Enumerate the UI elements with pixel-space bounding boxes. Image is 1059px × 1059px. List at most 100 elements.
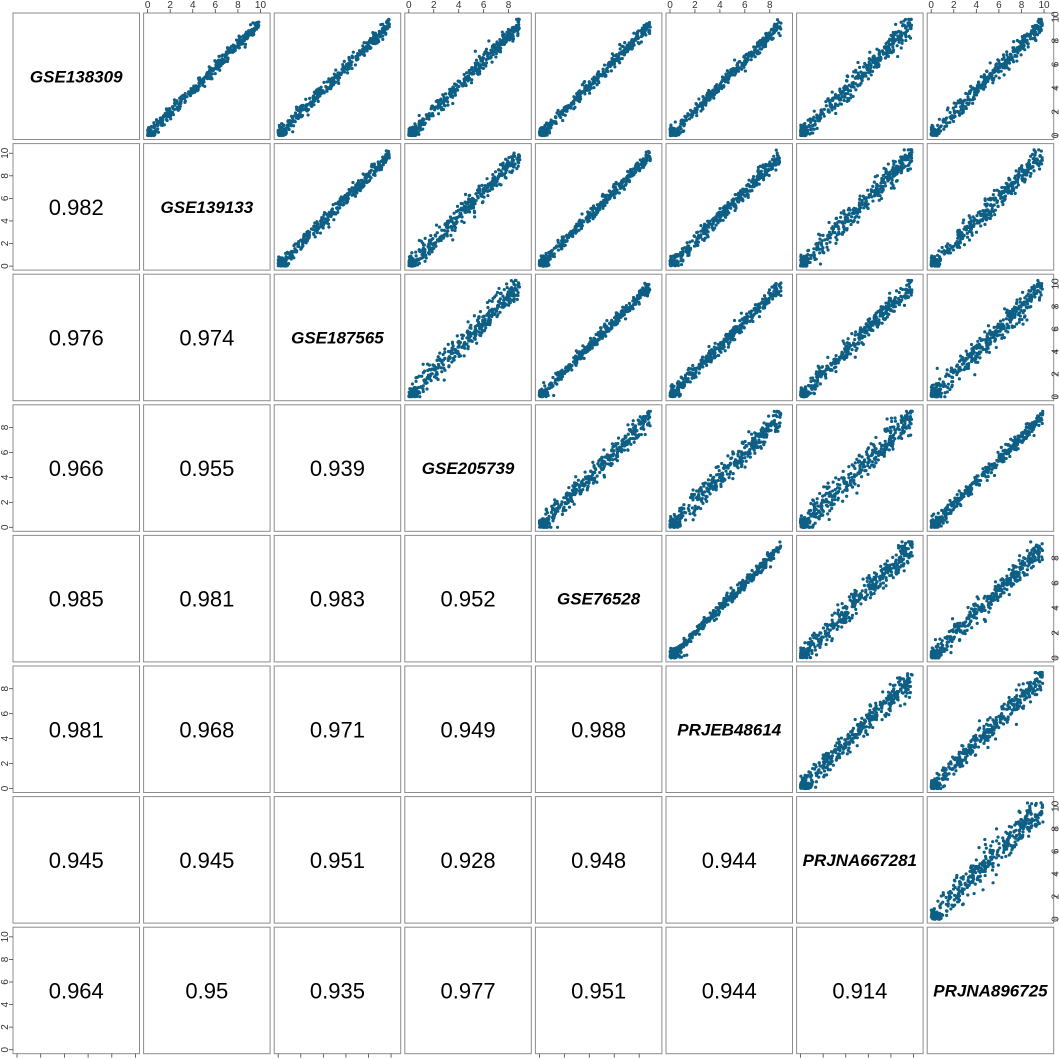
scatter-point [407,260,411,264]
scatter-point [806,118,810,122]
scatter-point [726,211,730,215]
scatter-point [988,61,992,65]
scatter-point [957,113,962,117]
scatter-point [208,72,212,76]
scatter-point [584,83,588,88]
scatter-point [463,210,467,214]
scatter-point [894,22,898,26]
scatter-point [1007,67,1011,71]
scatter-point [597,80,601,85]
scatter-point [908,17,912,21]
scatter-point [768,36,772,40]
scatter-point [1017,46,1021,50]
scatter-point [837,232,841,236]
scatter-point [489,55,493,59]
scatter-point [646,149,651,154]
scatter-point [677,129,681,133]
scatter-point [417,119,421,123]
scatter-point [777,162,781,166]
scatter-point [584,216,589,220]
scatter-point [205,72,209,76]
scatter-point [971,97,975,102]
scatter-point [608,64,612,69]
scatter-point [225,46,230,50]
scatter-point [809,256,813,260]
scatter-point [1016,49,1020,54]
scatter-point [446,103,450,107]
scatter-point [291,124,296,128]
scatter-point [492,183,496,187]
scatter-point [881,184,885,189]
scatter-point [627,180,632,184]
scatter-point [815,116,819,120]
scatter-point [488,188,492,193]
scatter-point [899,20,903,24]
scatter-point [669,123,673,127]
scatter-point [637,42,641,46]
scatter-point [515,25,519,29]
scatter-point [431,114,435,118]
scatter-point [554,121,558,126]
scatter-point [852,85,856,89]
scatter-point [824,99,828,104]
scatter-point [484,184,489,189]
scatter-point [554,245,558,250]
scatter-point [472,72,476,76]
scatter-point [434,244,438,248]
scatter-point [1026,45,1030,49]
scatter-point [334,68,338,72]
scatter-point [812,109,816,113]
scatter-point [354,187,359,191]
scatter-point [839,102,844,106]
scatter-point [235,44,240,49]
scatter-point [804,256,808,260]
scatter-point [414,254,418,258]
scatter-point [997,76,1001,80]
scatter-point [172,98,177,102]
scatter-point [415,263,420,267]
scatter-point [959,105,963,109]
scatter-point [1030,29,1034,33]
scatter-point [740,67,744,71]
scatter-point [312,103,316,107]
scatter-point [1036,19,1040,23]
scatter-point [702,231,706,236]
scatter-point [998,65,1002,70]
scatter-point [504,176,508,180]
scatter-point [681,121,685,125]
scatter-point [321,226,325,230]
scatter-point [352,191,356,196]
scatter-point [1033,23,1037,28]
scatter-point [764,38,769,42]
scatter-point [981,87,986,91]
scatter-point [809,127,814,131]
scatter-point [286,123,290,127]
scatter-point [477,64,481,68]
scatter-point [754,178,758,182]
scatter-point [1010,56,1014,60]
scatter-point [618,42,622,47]
scatter-point [333,74,338,78]
scatter-point [322,80,326,84]
scatter-point [381,37,385,41]
scatter-point [1040,23,1044,27]
scatter-point [893,173,897,177]
scatter-point [472,211,477,215]
scatter-point [499,169,503,173]
scatter-point [569,106,573,110]
scatter-point [806,252,810,257]
scatter-point [697,97,701,101]
scatter-point [490,60,494,64]
scatter-point [369,168,373,172]
scatter-point [207,65,211,69]
scatter-point [347,61,351,66]
scatter-point [623,46,627,50]
scatter-point [436,106,440,110]
scatter-point [587,219,591,223]
scatter-point [455,204,460,208]
scatter-point [241,42,245,46]
scatter-point [1035,26,1039,30]
scatter-point [872,54,876,58]
scatter-point [312,232,316,237]
